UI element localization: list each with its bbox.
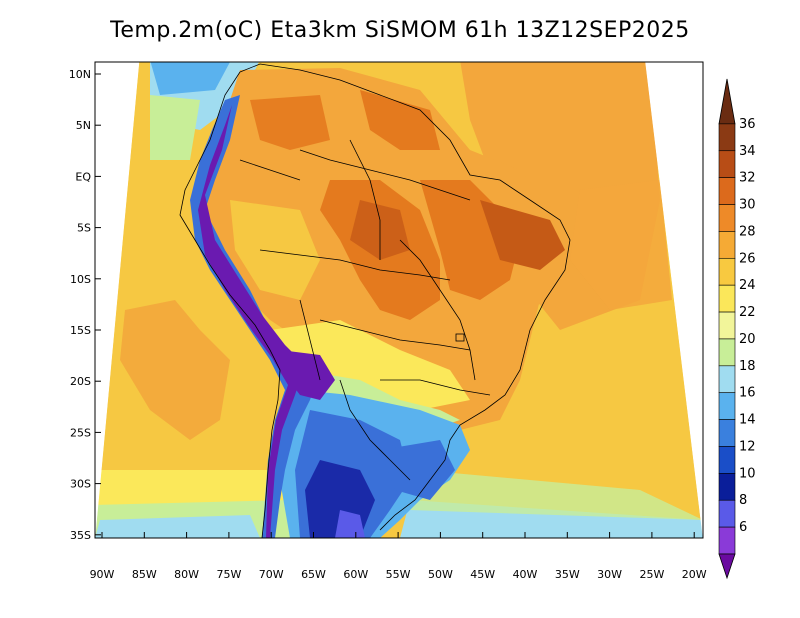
- colorbar-swatch: [718, 177, 736, 205]
- lon-label: 70W: [259, 568, 284, 581]
- lon-label: 55W: [386, 568, 411, 581]
- lon-label: 25W: [639, 568, 664, 581]
- temperature-field: [95, 58, 703, 538]
- colorbar-label: 32: [739, 171, 756, 186]
- colorbar-swatch: [718, 392, 736, 420]
- colorbar-label: 20: [739, 332, 756, 347]
- colorbar-max-arrow: [718, 78, 736, 125]
- colorbar-label: 8: [739, 493, 747, 508]
- colorbar-swatch: [718, 419, 736, 447]
- lon-label: 45W: [470, 568, 495, 581]
- lon-label: 60W: [343, 568, 368, 581]
- colorbar-label: 28: [739, 224, 756, 239]
- map-title: Temp.2m(oC) Eta3km SiSMOM 61h 13Z12SEP20…: [110, 18, 690, 43]
- lat-label: 5N: [76, 119, 91, 132]
- lat-label: 5S: [77, 222, 91, 235]
- colorbar-label: 22: [739, 305, 756, 320]
- colorbar-label: 36: [739, 117, 756, 132]
- lon-label: 90W: [90, 568, 115, 581]
- colorbar-swatch: [718, 338, 736, 367]
- latitude-axis: 10N 5N EQ 5S 10S 15S 20S 25S 30S 35S: [69, 68, 101, 542]
- colorbar-swatch: [718, 150, 736, 178]
- colorbar-label: 10: [739, 466, 756, 481]
- colorbar-swatch: [718, 473, 736, 501]
- colorbar-swatch: [718, 499, 736, 528]
- lon-label: 40W: [513, 568, 538, 581]
- lat-label: 35S: [70, 529, 91, 542]
- colorbar-swatch: [718, 446, 736, 474]
- colorbar-swatch: [718, 311, 736, 340]
- colorbar-label: 18: [739, 359, 756, 374]
- lon-label: 30W: [597, 568, 622, 581]
- lon-label: 80W: [174, 568, 199, 581]
- lon-label: 35W: [555, 568, 580, 581]
- colorbar-label: 14: [739, 413, 756, 428]
- coastlines: [179, 63, 571, 539]
- lon-label: 85W: [132, 568, 157, 581]
- colorbar-min-arrow: [718, 553, 736, 580]
- colorbar-label: 16: [739, 386, 756, 401]
- lat-label: 10S: [70, 273, 91, 286]
- colorbar-label: 26: [739, 251, 756, 266]
- lat-label: 25S: [70, 426, 91, 439]
- colorbar-swatch: [718, 123, 736, 152]
- colorbar-swatch: [718, 526, 736, 555]
- colorbar-label: 6: [739, 520, 747, 535]
- lat-label: EQ: [75, 170, 91, 183]
- colorbar-swatch: [718, 365, 736, 394]
- longitude-axis: 90W 85W 80W 75W 70W 65W 60W 55W 50W 45W 40W 35W 30W 2…: [90, 532, 707, 581]
- lon-label: 20W: [682, 568, 707, 581]
- lat-label: 30S: [70, 478, 91, 491]
- lon-label: 65W: [301, 568, 326, 581]
- colorbar-swatch: [718, 284, 736, 313]
- colorbar-label: 12: [739, 439, 756, 454]
- lat-label: 20S: [70, 375, 91, 388]
- lat-label: 15S: [70, 324, 91, 337]
- colorbar-swatch: [718, 257, 736, 286]
- lat-label: 10N: [69, 68, 91, 81]
- colorbar-label: 34: [739, 144, 756, 159]
- lon-label: 50W: [428, 568, 453, 581]
- colorbar-label: 24: [739, 278, 756, 293]
- colorbar-label: 30: [739, 198, 756, 213]
- colorbar-swatch: [718, 204, 736, 232]
- lon-label: 75W: [216, 568, 241, 581]
- colorbar: 36 34 32 30 28 26 24 22 20 18 16 14 12 10 8 6: [718, 78, 756, 580]
- colorbar-swatch: [718, 231, 736, 259]
